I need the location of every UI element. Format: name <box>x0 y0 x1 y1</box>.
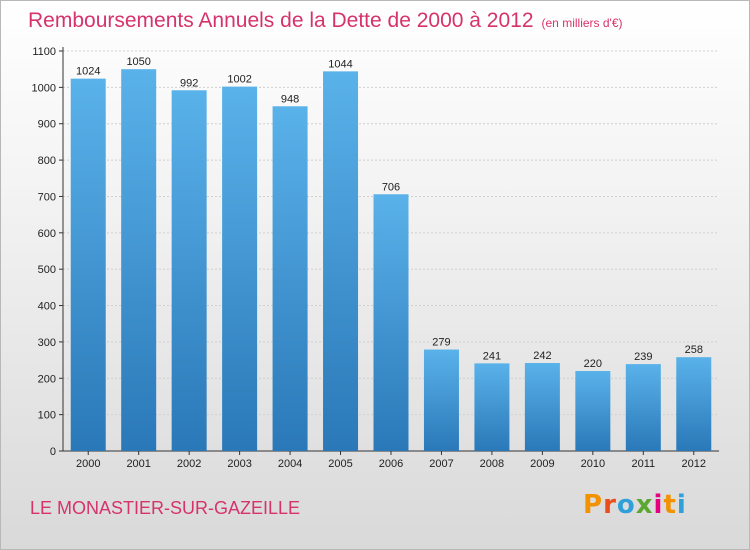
bar-2004 <box>272 106 308 451</box>
bar-2012 <box>676 357 712 451</box>
logo-letter: i <box>653 490 664 520</box>
x-tick-label: 2006 <box>379 458 403 470</box>
logo-letter: o <box>616 490 636 520</box>
bar-2003 <box>222 86 258 452</box>
bar-value-label: 948 <box>281 93 299 105</box>
bar-value-label: 992 <box>180 77 198 89</box>
y-tick-label: 1100 <box>32 46 56 58</box>
bar-2008 <box>474 363 510 451</box>
bar-2010 <box>575 371 611 451</box>
y-tick-label: 600 <box>38 228 56 240</box>
y-tick-label: 200 <box>38 373 56 385</box>
commune-name: LE MONASTIER-SUR-GAZEILLE <box>30 498 301 518</box>
bar-value-label: 1024 <box>76 66 100 78</box>
chart-title: Remboursements Annuels de la Dette de 20… <box>28 9 623 33</box>
bar-value-label: 279 <box>432 337 450 349</box>
logo-letter: P <box>583 490 604 520</box>
chart-subtitle: (en milliers d'€) <box>541 16 623 30</box>
y-tick-label: 700 <box>38 191 56 203</box>
bar-2009 <box>524 363 560 451</box>
logo-letter: x <box>635 490 654 520</box>
bar-value-label: 1002 <box>227 74 251 86</box>
y-tick-label: 900 <box>38 119 56 131</box>
x-tick-label: 2004 <box>278 458 302 470</box>
x-tick-label: 2012 <box>682 458 706 470</box>
logo-letter: i <box>676 490 687 520</box>
bar-value-label: 258 <box>685 344 703 356</box>
y-tick-label: 400 <box>38 301 56 313</box>
bar-2002 <box>171 90 207 451</box>
x-tick-label: 2005 <box>328 458 352 470</box>
bar-value-label: 1044 <box>328 58 352 70</box>
x-tick-label: 2009 <box>530 458 554 470</box>
logo-letter: t <box>663 490 677 520</box>
x-tick-label: 2000 <box>76 458 100 470</box>
bar-2007 <box>423 349 459 451</box>
bar-value-label: 241 <box>483 350 501 362</box>
y-tick-label: 1000 <box>32 82 56 94</box>
y-tick-label: 100 <box>38 410 56 422</box>
y-tick-label: 0 <box>50 446 56 458</box>
proxiti-logo: Proxiti <box>583 490 687 520</box>
y-tick-label: 500 <box>38 264 56 276</box>
bar-value-label: 706 <box>382 181 400 193</box>
x-tick-label: 2010 <box>581 458 605 470</box>
logo-letter: r <box>603 490 617 520</box>
bar-value-label: 239 <box>634 351 652 363</box>
x-tick-label: 2001 <box>126 458 150 470</box>
x-tick-label: 2003 <box>227 458 251 470</box>
bar-2000 <box>70 78 106 452</box>
y-tick-label: 800 <box>38 155 56 167</box>
bar-2001 <box>121 69 157 451</box>
bars: 1024 1050 992 1002 948 1044 706 279 241 242 220 239… <box>70 56 712 452</box>
x-tick-label: 2007 <box>429 458 453 470</box>
bar-value-label: 1050 <box>126 56 150 68</box>
bar-2006 <box>373 194 409 452</box>
bar-2011 <box>625 364 661 451</box>
bar-value-label: 242 <box>533 350 551 362</box>
x-tick-label: 2011 <box>631 458 655 470</box>
bar-value-label: 220 <box>584 358 602 370</box>
y-tick-label: 300 <box>38 337 56 349</box>
x-tick-label: 2008 <box>480 458 504 470</box>
x-tick-label: 2002 <box>177 458 201 470</box>
bar-2005 <box>323 71 359 451</box>
chart-title-text: Remboursements Annuels de la Dette de 20… <box>28 9 534 32</box>
